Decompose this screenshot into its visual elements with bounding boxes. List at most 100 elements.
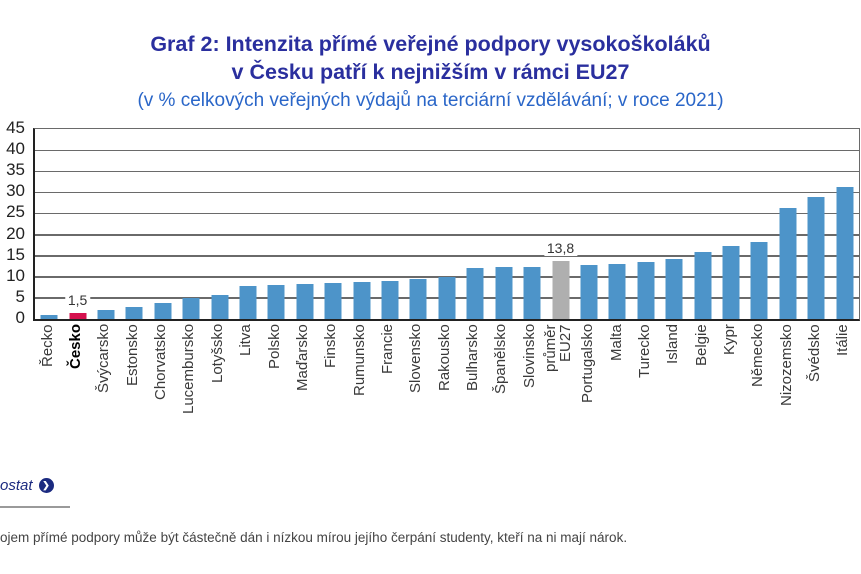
x-label-cell-lucembursko: Lucembursko	[175, 324, 203, 452]
bar-column-polsko	[262, 129, 290, 319]
gridline	[35, 212, 859, 215]
x-label-cell-rakousko: Rakousko	[430, 324, 458, 452]
bar-column-rumunsko	[347, 129, 375, 319]
bar-cesko	[69, 312, 87, 319]
bar-column-nizozemsko	[774, 129, 802, 319]
bar-column-kypr	[717, 129, 745, 319]
bar-estonsko	[125, 306, 143, 319]
x-label-cell-svycarsko: Švýcarsko	[90, 324, 118, 452]
y-axis-tick-label: 45	[6, 118, 25, 137]
y-axis-tick-label: 10	[6, 265, 25, 285]
x-axis: Řecko Česko Švýcarsko Estonsko Chorvatsko Luc…	[33, 324, 857, 452]
x-label-cell-bulharsko: Bulharsko	[458, 324, 486, 452]
bar-madarsko	[296, 283, 314, 319]
x-label-cell-polsko: Polsko	[260, 324, 288, 452]
bar-column-francie	[376, 129, 404, 319]
bar-column-turecko	[632, 129, 660, 319]
x-label-cell-malta: Malta	[602, 324, 630, 452]
arrow-right-circle-icon[interactable]: ❯	[38, 478, 54, 493]
x-axis-label: Chorvatsko	[152, 324, 170, 400]
x-label-cell-kypr: Kypr	[715, 324, 743, 452]
x-axis-label: Francie	[378, 324, 396, 375]
y-axis-tick-label: 30	[6, 181, 25, 201]
bar-kypr	[722, 246, 740, 319]
bar-column-portugalsko	[575, 129, 603, 319]
bar-francie	[381, 281, 399, 319]
chart-subtitle: (v % celkových veřejných výdajů na terci…	[137, 90, 724, 111]
bar-column-estonsko	[120, 129, 148, 319]
bar-polsko	[267, 285, 285, 319]
x-axis-label: Slovensko	[407, 324, 425, 394]
bar-svycarsko	[97, 310, 115, 319]
x-axis-label: Švédsko	[806, 324, 824, 382]
bar-column-malta	[603, 129, 631, 319]
bar-column-spanelsko	[490, 129, 518, 319]
bar-column-prumer-eu27: 13,8	[543, 129, 578, 319]
bar-column-island	[660, 129, 688, 319]
chart-title: Graf 2: Intenzita přímé veřejné podpory …	[0, 30, 861, 86]
bar-prumer-eu27	[552, 260, 570, 319]
bar-column-chorvatsko	[149, 129, 177, 319]
x-axis-label: Finsko	[322, 324, 340, 369]
x-axis-label: Rakousko	[435, 324, 453, 391]
x-label-cell-turecko: Turecko	[630, 324, 658, 452]
x-axis-label: Španělsko	[492, 324, 510, 395]
bar-island	[665, 259, 683, 319]
x-axis-label: Island	[664, 324, 682, 365]
source-text[interactable]: ostat	[0, 477, 33, 494]
bar-recko	[40, 314, 58, 319]
x-label-cell-nemecko: Německo	[744, 324, 772, 452]
x-label-cell-chorvatsko: Chorvatsko	[146, 324, 174, 452]
bar-nizozemsko	[779, 207, 797, 319]
x-axis-label: Bulharsko	[464, 324, 482, 391]
bar-column-madarsko	[291, 129, 319, 319]
gridline	[35, 170, 859, 173]
bar-bulharsko	[466, 267, 484, 319]
x-axis-label: Lotyšsko	[208, 324, 226, 384]
bars: 1,5 13,8	[35, 129, 859, 319]
x-label-cell-estonsko: Estonsko	[118, 324, 146, 452]
x-label-cell-slovensko: Slovensko	[402, 324, 430, 452]
bar-column-cesko: 1,5	[63, 129, 91, 319]
bar-column-bulharsko	[461, 129, 489, 319]
x-axis-label: Maďarsko	[293, 324, 311, 391]
x-label-cell-island: Island	[659, 324, 687, 452]
gridline	[35, 234, 859, 236]
x-label-cell-recko: Řecko	[33, 324, 61, 452]
y-axis-tick-label: 20	[6, 223, 25, 243]
gridline	[35, 255, 859, 257]
bar-belgie	[694, 252, 712, 319]
gridline	[35, 276, 859, 278]
bar-column-recko	[35, 129, 63, 319]
x-label-cell-spanelsko: Španělsko	[487, 324, 515, 452]
bar-column-slovinsko	[518, 129, 546, 319]
x-axis-label: Portugalsko	[579, 324, 597, 404]
x-axis-label: Turecko	[635, 324, 653, 378]
bar-column-nemecko	[745, 129, 773, 319]
bar-column-lucembursko	[177, 129, 205, 319]
x-label-cell-prumer-eu27: průměr EU27	[542, 324, 574, 452]
x-label-cell-rumunsko: Rumunsko	[345, 324, 373, 452]
bar-lotyssko	[211, 294, 229, 319]
bar-nemecko	[750, 241, 768, 319]
x-label-cell-portugalsko: Portugalsko	[573, 324, 601, 452]
source-line[interactable]: ostat ❯	[0, 477, 54, 494]
x-axis-label: Belgie	[692, 324, 710, 366]
x-label-cell-belgie: Belgie	[687, 324, 715, 452]
chart-title-line1: Graf 2: Intenzita přímé veřejné podpory …	[150, 32, 711, 56]
y-axis-tick-label: 40	[6, 139, 25, 159]
x-label-cell-finsko: Finsko	[317, 324, 345, 452]
bar-lucembursko	[182, 298, 200, 319]
x-axis-label: Litva	[237, 324, 255, 356]
x-label-cell-litva: Litva	[232, 324, 260, 452]
x-label-cell-francie: Francie	[373, 324, 401, 452]
bar-italie	[836, 186, 854, 319]
x-axis-label: Švýcarsko	[95, 324, 113, 394]
footnote-divider	[0, 506, 70, 508]
bar-slovinsko	[523, 267, 541, 319]
gridline	[35, 191, 859, 194]
x-axis-label: Itálie	[834, 324, 852, 356]
bar-column-belgie	[688, 129, 716, 319]
bar-litva	[239, 286, 257, 319]
x-axis-label: Polsko	[265, 324, 283, 370]
